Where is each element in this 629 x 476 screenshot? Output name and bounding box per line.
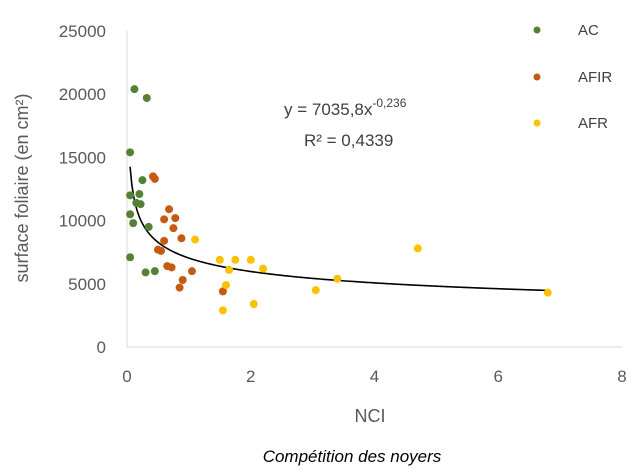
data-point-afr bbox=[222, 281, 230, 290]
trendline-equation: y = 7035,8x-0,236 R² = 0,4339 bbox=[284, 96, 407, 150]
data-point-afir bbox=[178, 276, 187, 285]
equation-base: y = 7035,8x bbox=[284, 100, 373, 119]
r-squared-label: R² = 0,4339 bbox=[304, 131, 393, 150]
legend-label: AFIR bbox=[578, 69, 612, 86]
x-axis-title: NCI bbox=[355, 406, 386, 426]
data-point-ac bbox=[142, 93, 151, 102]
series-afr bbox=[191, 235, 552, 315]
data-point-afir bbox=[157, 246, 166, 255]
data-point-afir bbox=[160, 236, 169, 245]
x-tick-label: 0 bbox=[122, 367, 131, 386]
data-point-afr bbox=[225, 265, 234, 274]
data-point-ac bbox=[126, 148, 135, 157]
legend-marker bbox=[533, 119, 541, 127]
y-tick-label: 25000 bbox=[59, 22, 106, 41]
data-point-afir bbox=[160, 215, 169, 224]
legend-label: AC bbox=[578, 22, 599, 39]
data-point-ac bbox=[126, 253, 135, 262]
data-point-afr bbox=[218, 306, 227, 315]
data-point-ac bbox=[130, 85, 139, 94]
data-point-ac bbox=[150, 267, 159, 276]
legend-item-afr: AFR bbox=[533, 115, 608, 132]
legend-label: AFR bbox=[578, 115, 608, 132]
data-point-afr bbox=[249, 300, 258, 309]
y-axis-title: surface foliaire (en cm²) bbox=[12, 93, 32, 282]
data-point-afr bbox=[311, 286, 320, 295]
figure-caption: Compétition des noyers bbox=[263, 447, 442, 466]
data-point-afr bbox=[333, 274, 342, 283]
y-tick-label: 5000 bbox=[68, 275, 106, 294]
data-point-ac bbox=[141, 268, 150, 277]
y-tick-label: 15000 bbox=[59, 148, 106, 167]
data-point-ac bbox=[129, 219, 138, 228]
data-point-afir bbox=[175, 283, 184, 292]
data-points bbox=[126, 85, 552, 315]
data-point-ac bbox=[144, 222, 153, 231]
data-point-afir bbox=[218, 287, 227, 296]
data-point-ac bbox=[135, 190, 144, 199]
data-point-ac bbox=[126, 210, 135, 219]
data-point-afir bbox=[165, 205, 174, 214]
data-point-afir bbox=[171, 214, 180, 223]
series-ac bbox=[126, 85, 159, 277]
x-tick-label: 2 bbox=[246, 367, 255, 386]
data-point-afr bbox=[259, 264, 268, 273]
data-point-afr bbox=[191, 235, 200, 244]
x-tick-label: 4 bbox=[370, 367, 379, 386]
data-point-afir bbox=[177, 234, 186, 243]
data-point-afir bbox=[169, 224, 178, 233]
y-tick-label: 20000 bbox=[59, 85, 106, 104]
data-point-afr bbox=[543, 288, 552, 297]
axes: 0 2 4 6 8 0 5000 10000 15000 20000 25000 bbox=[59, 22, 627, 386]
x-tick-label: 8 bbox=[617, 367, 626, 386]
series-afir bbox=[148, 172, 227, 296]
data-point-afir bbox=[187, 267, 196, 276]
legend-item-ac: AC bbox=[533, 22, 599, 39]
equation-exponent: -0,236 bbox=[372, 96, 406, 110]
data-point-afr bbox=[413, 244, 422, 253]
data-point-afr bbox=[231, 255, 240, 264]
data-point-ac bbox=[136, 200, 145, 209]
data-point-afr bbox=[215, 255, 224, 264]
trendline-equation-text: y = 7035,8x-0,236 bbox=[284, 96, 407, 119]
data-point-afir bbox=[167, 263, 176, 272]
y-tick-label: 0 bbox=[97, 338, 106, 357]
data-point-afir bbox=[150, 174, 159, 183]
legend: AC AFIR AFR bbox=[533, 22, 612, 132]
data-point-afr bbox=[246, 255, 255, 264]
y-tick-label: 10000 bbox=[59, 212, 106, 231]
legend-marker bbox=[533, 26, 541, 34]
x-tick-label: 6 bbox=[494, 367, 503, 386]
data-point-ac bbox=[138, 176, 147, 185]
data-point-ac bbox=[126, 191, 135, 200]
legend-item-afir: AFIR bbox=[533, 69, 612, 86]
legend-marker bbox=[533, 73, 541, 81]
